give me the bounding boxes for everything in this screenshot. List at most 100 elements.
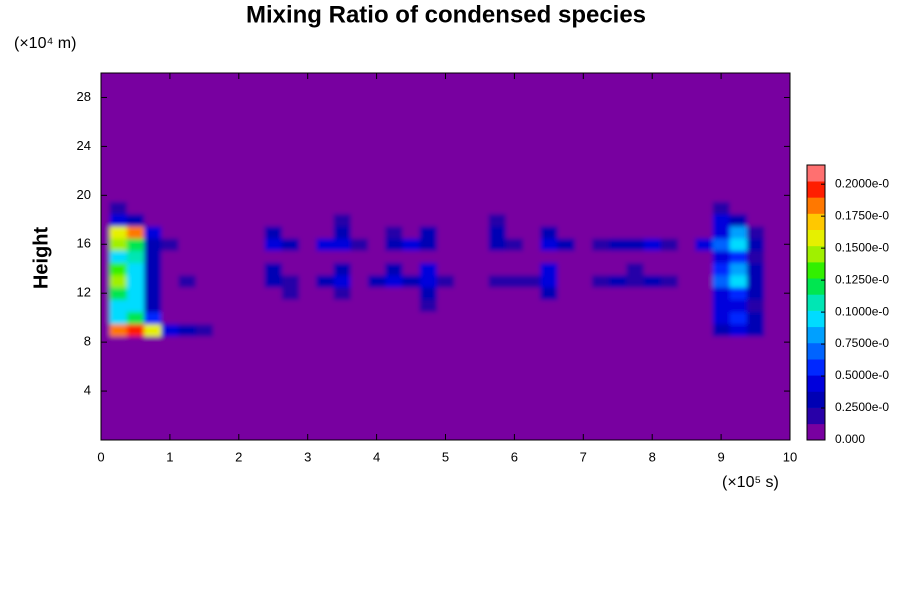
contour-cell [385, 140, 403, 154]
contour-cell [161, 409, 180, 423]
contour-cell [505, 336, 524, 349]
colorbar-frame [806, 164, 826, 441]
contour-cell [161, 372, 180, 386]
contour-cell [557, 372, 576, 386]
colorbar-tick-label: 0.1250e-0 [835, 272, 889, 286]
contour-cell [471, 103, 490, 117]
contour-cell [316, 189, 335, 202]
contour-cell [367, 421, 386, 435]
contour-cell [230, 201, 248, 215]
contour-cell [746, 409, 765, 423]
contour-cell [281, 372, 300, 386]
contour-cell [436, 152, 455, 166]
contour-cell [264, 225, 283, 239]
contour-cell [488, 73, 507, 80]
contour-cell [161, 128, 180, 141]
contour-cell [126, 164, 145, 178]
contour-cell [574, 348, 593, 361]
contour-cell [402, 421, 421, 435]
contour-cell [729, 433, 748, 440]
contour-cell [557, 103, 576, 117]
contour-cell [281, 115, 300, 129]
contour-cell [746, 91, 765, 105]
contour-cell [695, 213, 713, 227]
contour-cell [660, 348, 679, 361]
contour-cell [781, 262, 790, 276]
contour-cell [333, 91, 352, 105]
contour-cell [523, 103, 541, 117]
contour-cell [436, 189, 455, 202]
contour-cell [178, 287, 197, 300]
contour-cell [557, 323, 576, 337]
contour-cell [591, 103, 610, 117]
contour-cell [367, 397, 386, 410]
contour-cell [712, 189, 731, 202]
contour-cell [436, 91, 455, 105]
contour-cell [247, 103, 266, 117]
contour-cell [230, 238, 248, 251]
contour-cell [126, 128, 145, 141]
contour-cell [643, 287, 662, 300]
contour-cell [316, 311, 335, 325]
contour-cell [402, 213, 421, 227]
contour-cell [540, 140, 558, 154]
contour-cell [695, 397, 713, 410]
contour-cell [471, 421, 490, 435]
contour-cell [643, 140, 662, 154]
colorbar-band [807, 165, 825, 182]
contour-cell [101, 323, 111, 337]
contour-cell [746, 323, 765, 337]
contour-cell [281, 79, 300, 92]
contour-cell [540, 323, 558, 337]
contour-cell [281, 397, 300, 410]
contour-cell [126, 287, 145, 300]
contour-cell [764, 287, 782, 300]
contour-cell [109, 128, 128, 141]
contour-cell [230, 323, 248, 337]
contour-cell [144, 128, 162, 141]
contour-cell [178, 128, 197, 141]
contour-cell [333, 360, 352, 374]
contour-cell [385, 115, 403, 129]
contour-cell [178, 79, 197, 92]
contour-cell [557, 115, 576, 129]
contour-cell [126, 140, 145, 154]
contour-cell [350, 225, 369, 239]
contour-cell [109, 152, 128, 166]
contour-cell [333, 287, 352, 300]
contour-cell [574, 189, 593, 202]
contour-cell [350, 73, 369, 80]
contour-cell [764, 262, 782, 276]
contour-cell [505, 91, 524, 105]
contour-cell [126, 372, 145, 386]
contour-cell [195, 311, 214, 325]
contour-cell [109, 360, 128, 374]
contour-cell [764, 397, 782, 410]
contour-cell [350, 433, 369, 440]
contour-cell [488, 372, 507, 386]
contour-cell [523, 311, 541, 325]
contour-cell [436, 311, 455, 325]
contour-cell [746, 73, 765, 80]
contour-cell [212, 213, 231, 227]
contour-cell [264, 73, 283, 80]
contour-cell [712, 115, 731, 129]
contour-cell [488, 348, 507, 361]
contour-cell [212, 91, 231, 105]
contour-cell [385, 421, 403, 435]
contour-cell [540, 262, 558, 276]
contour-cell [126, 73, 145, 80]
contour-cell [678, 140, 696, 154]
contour-cell [367, 152, 386, 166]
contour-cell [350, 287, 369, 300]
contour-cell [591, 372, 610, 386]
contour-cell [643, 360, 662, 374]
contour-cell [643, 409, 662, 423]
contour-cell [161, 323, 180, 337]
contour-cell [660, 397, 679, 410]
contour-cell [212, 360, 231, 374]
contour-cell [299, 274, 317, 288]
contour-cell [264, 384, 283, 398]
contour-cell [746, 164, 765, 178]
contour-cell [609, 311, 627, 325]
